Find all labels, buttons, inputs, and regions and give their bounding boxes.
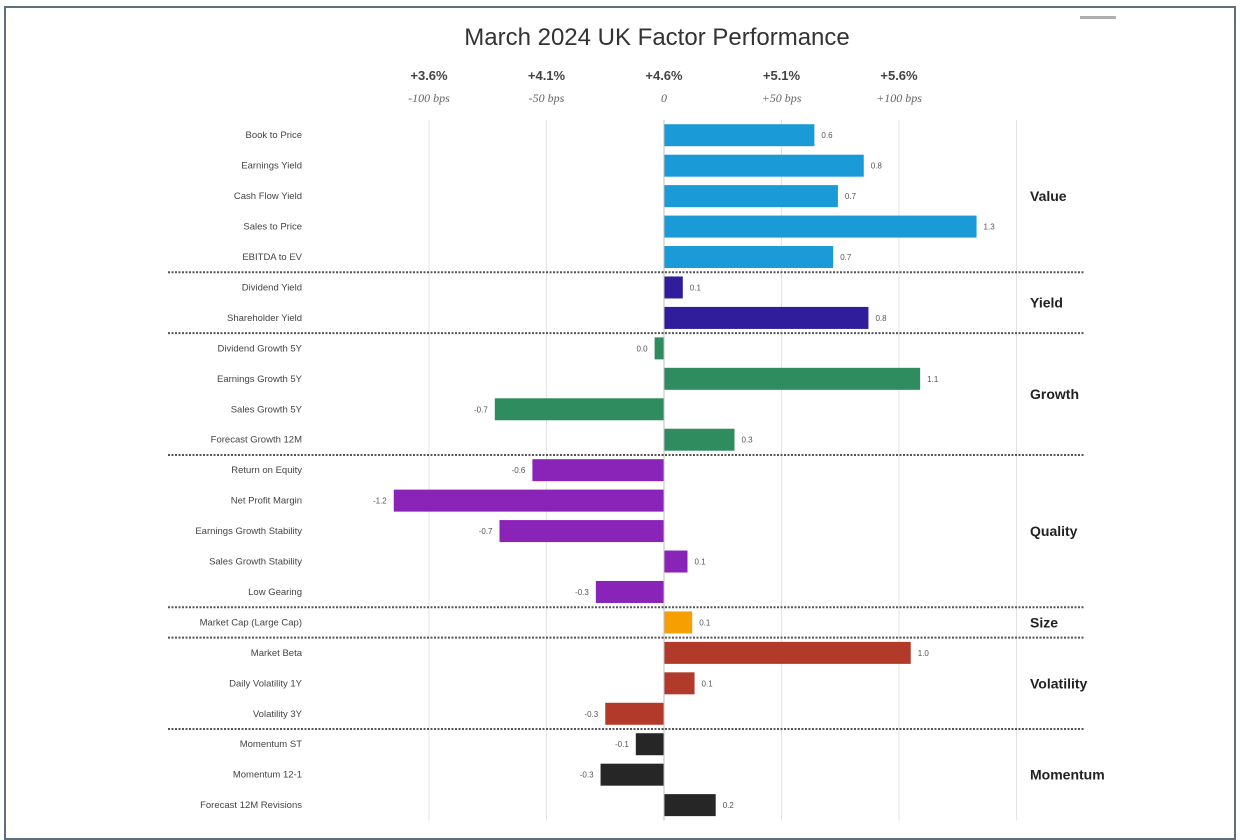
data-label: 0.6	[821, 131, 833, 140]
category-label: Low Gearing	[248, 587, 302, 598]
data-label: 0.2	[723, 801, 735, 810]
bar	[499, 520, 664, 543]
data-label: 1.0	[918, 649, 930, 658]
bar	[664, 550, 688, 573]
bar	[664, 367, 921, 390]
category-label: Sales to Price	[243, 222, 302, 233]
category-label: Return on Equity	[231, 465, 302, 476]
bar	[664, 215, 977, 238]
bar	[600, 763, 664, 786]
group-label: Value	[1030, 188, 1067, 204]
category-label: Shareholder Yield	[227, 313, 302, 324]
category-label: Forecast Growth 12M	[211, 435, 302, 446]
bar	[664, 246, 834, 269]
category-label: Earnings Yield	[241, 161, 302, 172]
top-axis-sublabel: +50 bps	[762, 91, 802, 105]
bar	[532, 459, 664, 482]
category-label: EBITDA to EV	[242, 252, 302, 263]
group-label: Momentum	[1030, 767, 1105, 783]
data-label: -0.7	[479, 527, 493, 536]
data-label: -0.3	[584, 710, 598, 719]
top-axis-sublabel: +100 bps	[876, 91, 922, 105]
top-axis-label: +4.6%	[645, 68, 683, 83]
group-label: Volatility	[1030, 675, 1088, 691]
group-label: Yield	[1030, 295, 1063, 311]
data-label: 1.3	[984, 223, 996, 232]
top-axis-label: +5.1%	[763, 68, 801, 83]
cropped-logo-fragment	[1080, 16, 1116, 19]
data-label: 0.8	[871, 162, 883, 171]
top-axis-label: +3.6%	[410, 68, 448, 83]
bar	[494, 398, 664, 421]
data-label: -0.1	[615, 740, 629, 749]
category-label: Daily Volatility 1Y	[229, 678, 303, 689]
chart-title: March 2024 UK Factor Performance	[464, 24, 850, 51]
bar	[664, 611, 693, 634]
category-label: Dividend Yield	[242, 282, 302, 293]
data-label: 0.7	[840, 253, 852, 262]
category-label: Momentum ST	[240, 739, 302, 750]
top-axis-label: +5.6%	[880, 68, 918, 83]
data-label: -0.3	[575, 588, 589, 597]
top-axis-sublabel: 0	[661, 91, 667, 105]
data-label: -0.3	[580, 771, 594, 780]
top-axis-sublabel: -100 bps	[408, 91, 450, 105]
data-label: 0.3	[742, 436, 754, 445]
top-axis-label: +4.1%	[528, 68, 566, 83]
bar	[595, 580, 664, 603]
bar	[664, 794, 716, 817]
data-label: -0.6	[512, 466, 526, 475]
bar	[393, 489, 664, 512]
bar	[635, 733, 664, 756]
data-label: 1.1	[927, 375, 939, 384]
bar	[664, 428, 735, 451]
bar	[664, 276, 683, 299]
bar	[664, 641, 911, 664]
data-label: 0.1	[695, 558, 707, 567]
category-label: Sales Growth 5Y	[231, 404, 303, 415]
data-label: 0.8	[875, 314, 887, 323]
category-label: Momentum 12-1	[233, 770, 302, 781]
bar	[654, 337, 664, 360]
data-label: -0.7	[474, 405, 488, 414]
category-label: Book to Price	[246, 130, 303, 141]
category-label: Market Beta	[251, 648, 303, 659]
bar	[664, 154, 864, 177]
top-axis-sublabel: -50 bps	[529, 91, 565, 105]
group-label: Growth	[1030, 386, 1079, 402]
category-label: Forecast 12M Revisions	[200, 800, 302, 811]
group-label: Size	[1030, 614, 1058, 630]
category-label: Earnings Growth 5Y	[217, 374, 303, 385]
data-label: 0.1	[702, 679, 714, 688]
category-label: Cash Flow Yield	[234, 191, 302, 202]
bar	[664, 306, 869, 329]
category-label: Earnings Growth Stability	[195, 526, 302, 537]
data-label: 0.1	[690, 283, 702, 292]
category-label: Net Profit Margin	[231, 496, 302, 507]
category-label: Volatility 3Y	[253, 709, 303, 720]
data-label: 0.1	[699, 618, 711, 627]
bar	[664, 185, 838, 208]
chart-frame	[4, 6, 1236, 840]
bar	[664, 672, 695, 695]
group-label: Quality	[1030, 523, 1078, 539]
category-label: Sales Growth Stability	[209, 557, 302, 568]
category-label: Dividend Growth 5Y	[218, 343, 303, 354]
data-label: 0.7	[845, 192, 857, 201]
data-label: -1.2	[373, 497, 387, 506]
bar	[605, 702, 664, 725]
bar	[664, 124, 815, 147]
data-label: 0.0	[636, 344, 648, 353]
category-label: Market Cap (Large Cap)	[200, 617, 302, 628]
